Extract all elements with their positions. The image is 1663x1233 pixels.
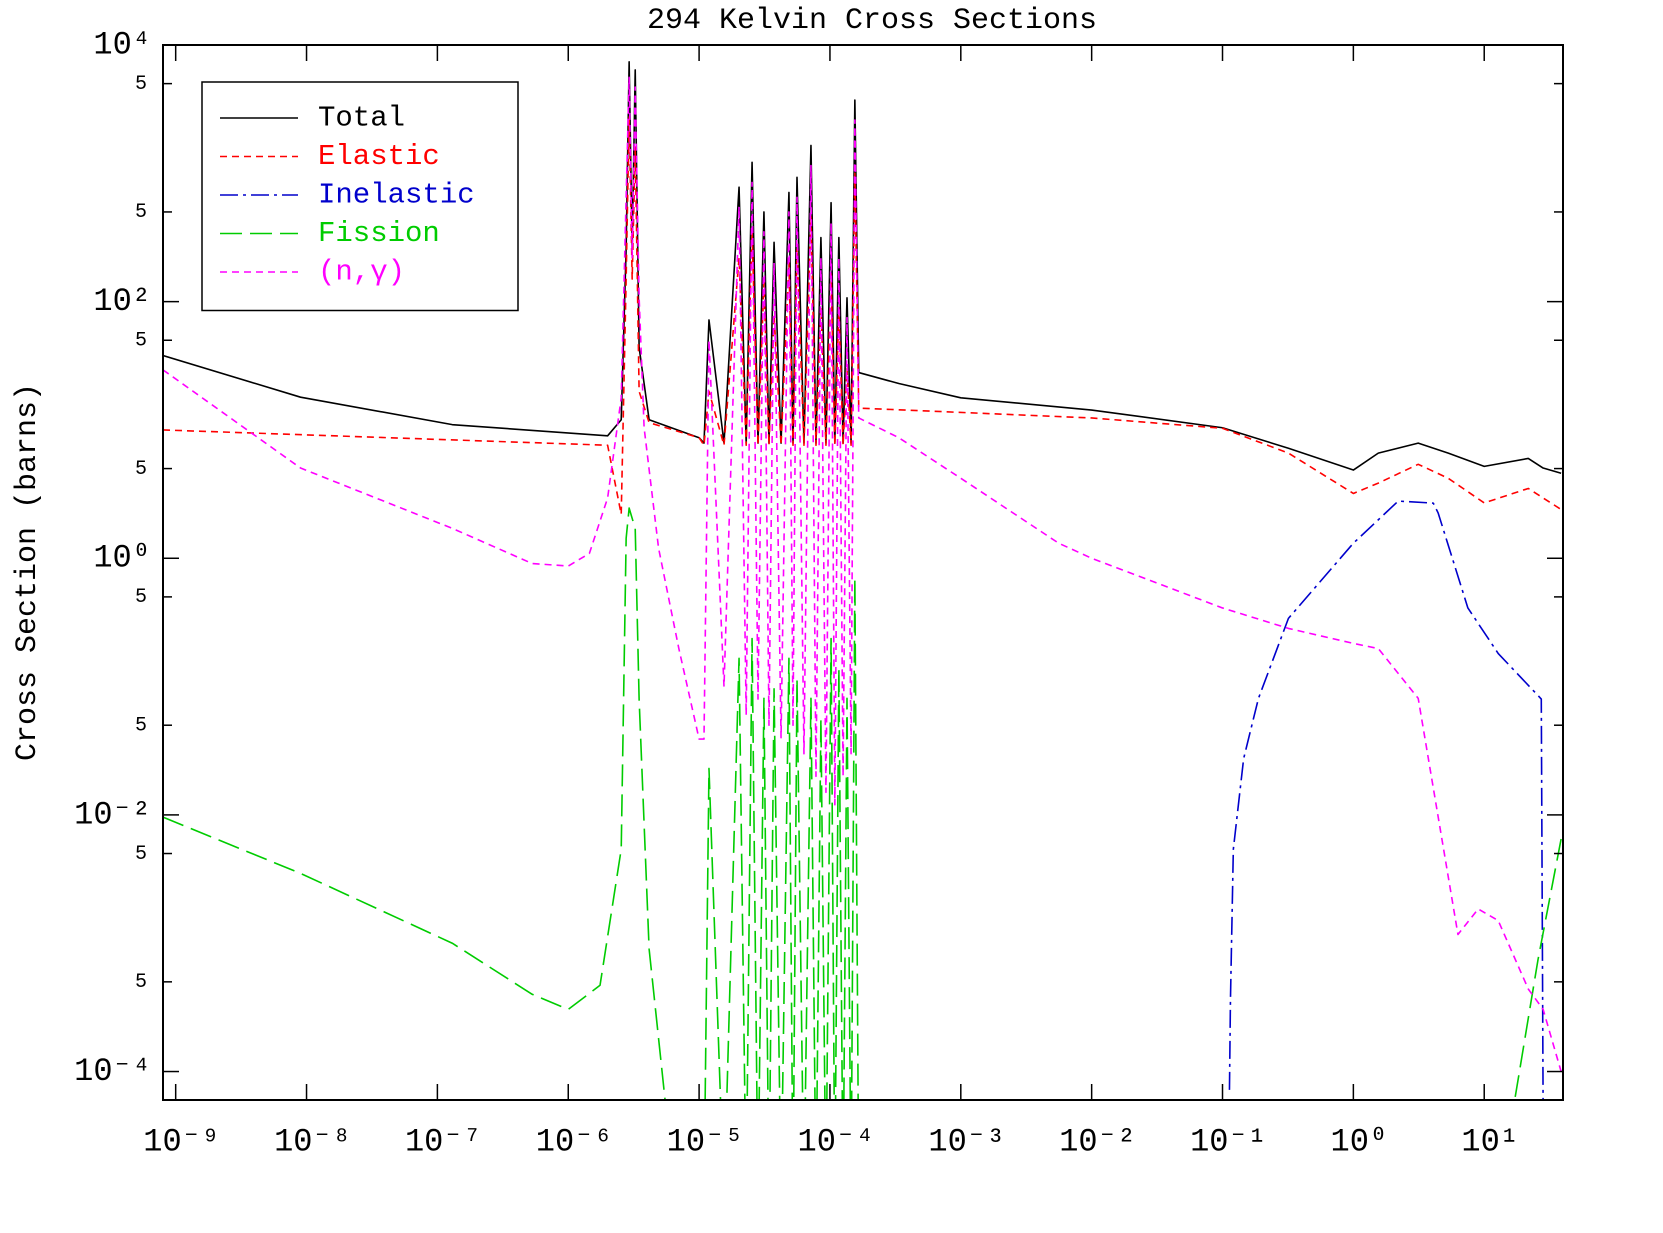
y-tick-label: 10⁻⁴: [74, 1053, 151, 1090]
x-tick-label: 10⁰: [1331, 1123, 1389, 1160]
x-tick-label: 10⁻⁴: [798, 1123, 875, 1160]
legend-label: (n,γ): [318, 256, 405, 289]
plot-lines: [163, 60, 1562, 1100]
chart-title: 294 Kelvin Cross Sections: [647, 4, 1097, 38]
series-line: [163, 76, 1562, 1072]
plot-frame: [162, 44, 1564, 1101]
y-tick-label: 5: [135, 971, 147, 994]
x-tick-label: 10⁻⁹: [143, 1123, 220, 1160]
series-line: [163, 507, 1562, 1100]
y-tick-label: 5: [135, 330, 147, 353]
x-tick-label: 10⁻²: [1059, 1123, 1136, 1160]
legend-label: Inelastic: [318, 179, 475, 212]
legend-label: Elastic: [318, 140, 440, 173]
y-tick-label: 10⁰: [93, 540, 151, 577]
x-tick-label: 10⁻⁸: [274, 1123, 351, 1160]
y-tick-label: 10⁴: [93, 26, 151, 63]
x-tick-label: 10⁻⁶: [536, 1123, 613, 1160]
series-line: [1228, 500, 1544, 1100]
x-tick-label: 10⁻³: [928, 1123, 1005, 1160]
x-tick-label: 10¹: [1461, 1123, 1519, 1160]
y-tick-label: 5: [135, 586, 147, 609]
y-tick-label: 10²: [93, 283, 151, 320]
y-tick-label: 10⁻²: [74, 796, 151, 833]
x-tick-label: 10⁻⁷: [405, 1123, 482, 1160]
y-tick-label: 5: [135, 201, 147, 224]
legend-label: Fission: [318, 217, 440, 250]
y-tick-label: 5: [135, 73, 147, 96]
x-tick-label: 10⁻¹: [1190, 1123, 1267, 1160]
y-axis-label: Cross Section (barns): [11, 383, 45, 761]
y-tick-label: 5: [135, 714, 147, 737]
y-tick-label: 5: [135, 843, 147, 866]
legend-label: Total: [318, 102, 405, 135]
x-tick-label: 10⁻⁵: [667, 1123, 744, 1160]
legend-box: [201, 81, 519, 312]
y-tick-label: 5: [135, 458, 147, 481]
